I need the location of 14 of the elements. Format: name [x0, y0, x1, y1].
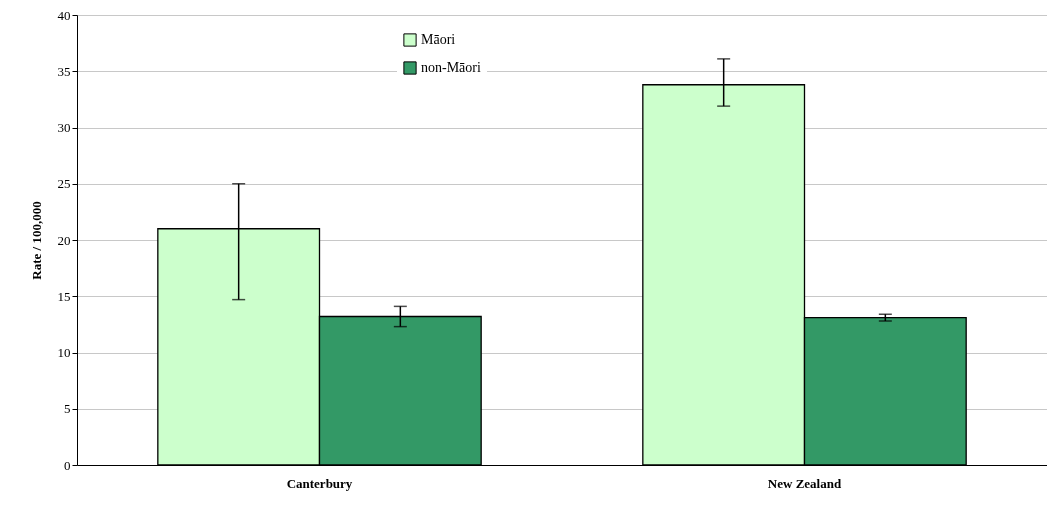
- y-tick-label: 40: [57, 7, 71, 23]
- y-axis-title: Rate / 100,000: [28, 201, 44, 280]
- y-tick-label: 10: [57, 345, 71, 360]
- x-tick-label: Canterbury: [286, 475, 353, 491]
- legend-label: non-Māori: [421, 60, 481, 75]
- x-tick-label: New Zealand: [767, 475, 842, 491]
- y-tick-label: 25: [57, 176, 71, 192]
- y-tick-label: 5: [64, 401, 71, 417]
- y-tick-label: 15: [57, 288, 71, 304]
- legend-label: Māori: [421, 32, 456, 47]
- y-tick-label: 20: [57, 232, 71, 248]
- y-tick-label: 30: [57, 120, 71, 135]
- y-tick-label: 35: [57, 63, 71, 79]
- y-tick-label: 0: [64, 457, 71, 473]
